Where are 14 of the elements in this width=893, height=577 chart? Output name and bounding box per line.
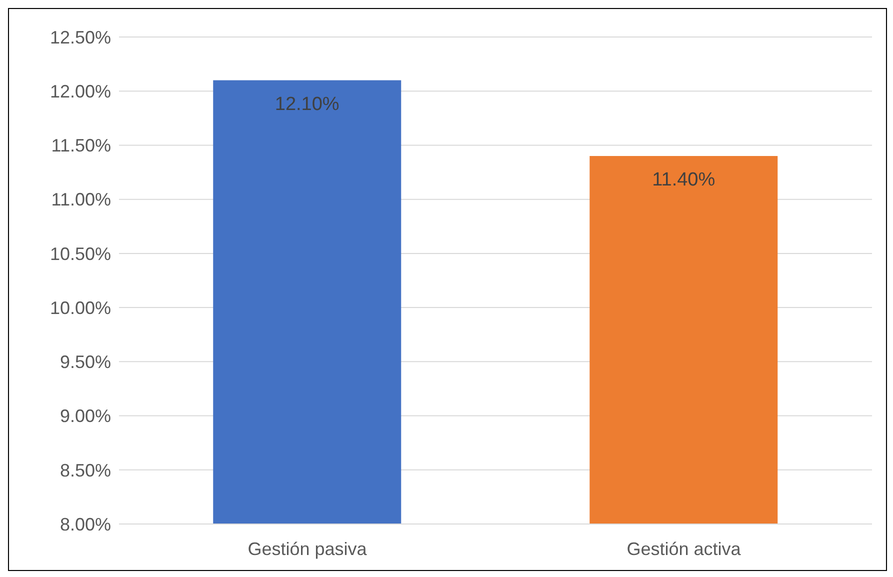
y-tick-label: 11.50% bbox=[51, 136, 111, 156]
data-label: 12.10% bbox=[274, 94, 340, 115]
x-tick-label: Gestión pasiva bbox=[248, 538, 368, 559]
data-label: 11.40% bbox=[652, 170, 716, 191]
y-tick-label: 10.00% bbox=[50, 298, 111, 318]
y-tick-label: 10.50% bbox=[50, 244, 111, 264]
y-tick-label: 11.00% bbox=[51, 190, 111, 210]
y-tick-label: 9.50% bbox=[60, 352, 111, 372]
x-tick-label: Gestión activa bbox=[626, 538, 742, 559]
y-tick-label: 8.50% bbox=[60, 460, 111, 480]
y-tick-label: 9.00% bbox=[60, 406, 111, 426]
y-tick-label: 12.00% bbox=[50, 82, 111, 102]
y-tick-label: 8.00% bbox=[60, 514, 111, 534]
y-tick-label: 12.50% bbox=[50, 27, 111, 48]
